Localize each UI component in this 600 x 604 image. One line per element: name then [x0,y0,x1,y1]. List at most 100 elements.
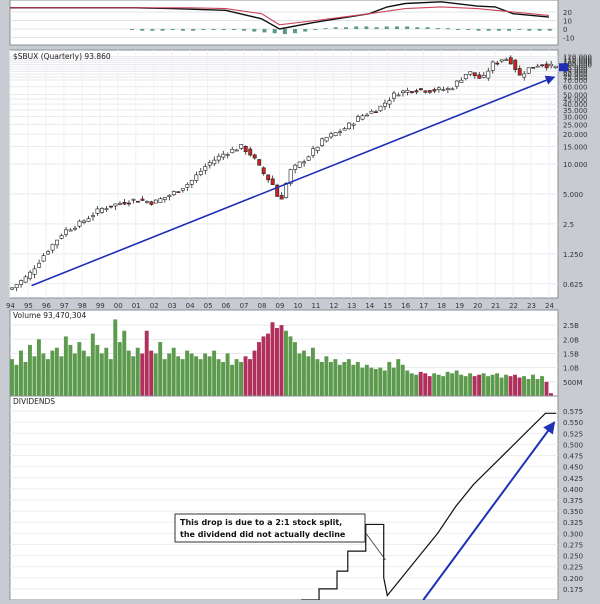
x-axis-tick: 13 [347,302,356,310]
dividends-y-tick: 0.500 [563,441,583,449]
candle-up [77,220,82,227]
candle-down [140,198,145,201]
volume-bar [513,374,518,396]
x-axis-tick: 01 [132,302,141,310]
volume-bar [270,322,275,396]
macd-histogram-bar [344,27,348,29]
macd-histogram-bar [374,27,379,29]
candle-up [535,65,540,68]
price-y-tick: 25.000 [563,121,588,129]
candle-up [459,79,464,83]
candle-up [320,138,325,146]
candle-up [445,88,450,90]
candle-down [508,57,513,65]
macd-histogram-bar [313,29,318,30]
candle-up [10,287,15,290]
candle-up [73,227,77,230]
volume-bar [212,350,217,396]
candle-down [109,205,113,208]
price-y-tick: 20.000 [563,131,588,139]
candle-up [64,229,69,235]
macd-histogram-bar [323,28,328,30]
volume-legend: Volume 93,470,304 [13,311,86,320]
volume-bar [445,371,450,396]
price-y-tick: 5.000 [563,191,583,199]
volume-bar [275,327,279,396]
candle-up [91,215,95,218]
candle-up [46,251,51,255]
candle-up [86,218,91,222]
x-axis-tick: 06 [222,302,231,310]
candle-up [392,92,396,99]
volume-bar [216,359,221,396]
volume-bar [108,359,113,396]
volume-bar [418,371,423,396]
candle-up [234,149,239,152]
x-axis-tick: 08 [258,302,267,310]
candle-up [167,195,172,197]
volume-bar [189,353,194,396]
macd-histogram-bar [211,29,216,30]
volume-bar [41,353,46,396]
price-y-tick: 15.000 [563,144,588,152]
volume-bar [333,359,338,396]
candle-up [189,179,194,185]
volume-bar [472,376,477,396]
candle-down [495,62,500,65]
volume-bar [373,369,378,396]
x-axis-tick: 23 [527,302,536,310]
candle-down [279,195,284,200]
candle-up [499,59,504,62]
macd-histogram-bar [262,29,267,33]
candle-down [409,91,414,93]
candle-down [517,68,522,76]
dividends-y-tick: 0.375 [563,497,583,505]
dividends-y-tick: 0.275 [563,541,583,549]
candle-up [378,105,383,112]
volume-bar [27,344,32,396]
volume-bar [400,364,405,396]
macd-histogram-bar [180,29,185,31]
x-axis-tick: 22 [509,302,518,310]
volume-bar [113,319,118,396]
candle-down [513,59,518,70]
volume-bar [243,356,248,396]
candle-down [248,148,253,156]
volume-bar [153,353,158,396]
volume-bar [409,373,414,396]
volume-bar [342,361,347,396]
candle-up [95,208,100,214]
x-axis-tick: 21 [491,302,500,310]
dividends-y-tick: 0.450 [563,464,583,472]
macd-histogram-bar [242,29,247,31]
dividends-y-tick: 0.325 [563,519,583,527]
macd-histogram-bar [130,29,134,30]
volume-bar [540,376,544,396]
price-y-tick: 1.250 [563,251,583,259]
volume-bar [90,333,95,396]
candle-down [176,191,181,193]
candle-up [436,87,441,91]
volume-bar [18,350,23,396]
candle-up [216,155,221,161]
volume-bar [522,376,526,396]
volume-bar [499,377,504,396]
price-y-tick: 10.000 [563,161,588,169]
volume-bar [427,376,432,396]
volume-bar [306,356,311,396]
x-axis-tick: 07 [240,302,249,310]
price-y-tick: 95.000 [563,64,588,72]
dividends-y-tick: 0.200 [563,575,583,583]
candle-down [432,89,437,92]
macd-histogram-bar [150,29,155,31]
dividends-y-tick: 0.525 [563,430,583,438]
candle-up [468,71,473,75]
candle-up [365,114,369,117]
candle-up [180,188,185,191]
candle-up [171,191,176,196]
candle-up [441,89,446,91]
candle-down [252,154,257,159]
macd-histogram-bar [445,28,450,30]
price-y-tick: 70.000 [563,77,588,85]
candle-up [347,122,351,130]
